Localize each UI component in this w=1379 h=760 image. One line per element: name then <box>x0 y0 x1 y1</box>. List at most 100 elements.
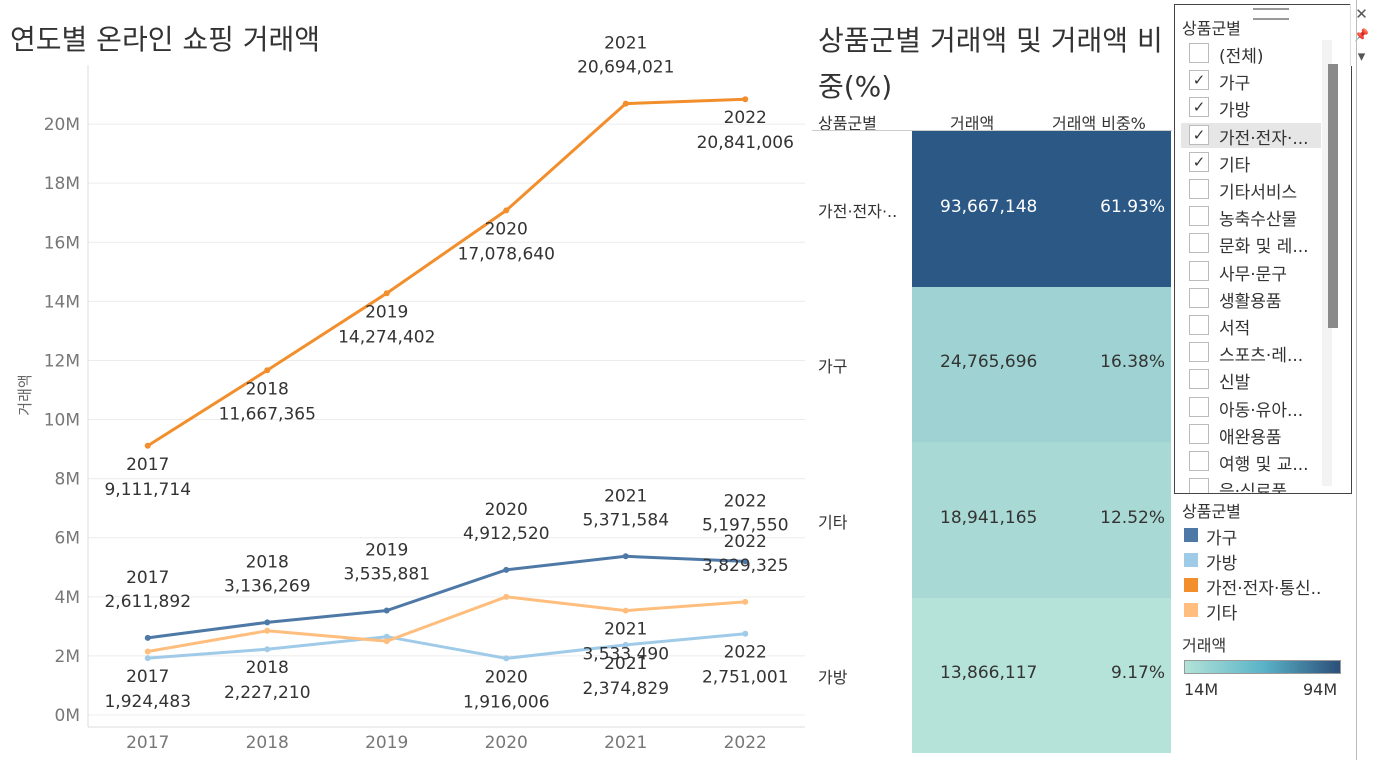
data-point[interactable] <box>144 655 151 662</box>
legend-label: 가구 <box>1206 529 1238 549</box>
checkbox[interactable] <box>1189 206 1209 227</box>
data-point[interactable] <box>503 655 510 662</box>
checkbox[interactable]: ✓ <box>1189 97 1209 118</box>
filter-item[interactable]: (전체) <box>1181 41 1321 67</box>
filter-item[interactable]: ✓ 기타 <box>1181 150 1321 176</box>
filter-drag-handle[interactable] <box>1253 8 1289 20</box>
filter-item[interactable]: 신발 <box>1181 367 1321 393</box>
data-point[interactable] <box>742 558 749 565</box>
data-point[interactable] <box>383 633 390 640</box>
data-label-value: 3,136,269 <box>224 576 311 596</box>
dropdown-menu-icon[interactable]: ▾ <box>1357 47 1366 65</box>
heatmap-cell[interactable]: 18,941,165 12.52% <box>912 442 1171 598</box>
checkbox[interactable] <box>1189 423 1209 444</box>
col-header-amount[interactable]: 거래액 <box>950 114 995 133</box>
row-label[interactable]: 기타 <box>818 512 848 532</box>
data-point[interactable] <box>742 96 749 103</box>
data-label-value: 4,912,520 <box>463 524 550 544</box>
checkbox[interactable] <box>1189 478 1209 493</box>
data-point[interactable] <box>742 630 749 637</box>
data-point[interactable] <box>622 553 629 560</box>
checkbox[interactable] <box>1189 315 1209 335</box>
line-chart: 0M 2M 4M 6M 8M 10M 12M 14M 16M 18M 20M 거래액 2017 2018 2… <box>16 34 805 753</box>
row-label[interactable]: 가전·전자·.. <box>818 201 898 221</box>
data-label-value: 11,667,365 <box>219 404 316 424</box>
data-point[interactable] <box>622 607 629 614</box>
data-point[interactable] <box>503 207 510 214</box>
filter-scrollbar-thumb[interactable] <box>1328 64 1338 328</box>
data-point[interactable] <box>503 593 510 600</box>
filter-item[interactable]: 아동·유아... <box>1181 395 1321 421</box>
data-point[interactable] <box>264 627 271 634</box>
data-point[interactable] <box>383 290 390 297</box>
filter-item[interactable]: ✓ 가방 <box>1181 95 1321 121</box>
pin-icon[interactable]: 📌 <box>1354 28 1369 42</box>
data-label-value: 3,829,325 <box>702 556 789 576</box>
row-label[interactable]: 가방 <box>818 668 848 688</box>
checkbox[interactable]: ✓ <box>1189 70 1209 91</box>
data-point[interactable] <box>622 100 629 107</box>
row-label[interactable]: 가구 <box>818 357 848 377</box>
col-header-category[interactable]: 상품군별 <box>818 114 877 133</box>
filter-item[interactable]: ✓ 가구 <box>1181 68 1321 94</box>
filter-scrollbar-track[interactable] <box>1322 40 1332 486</box>
x-tick-label: 2017 <box>126 733 169 753</box>
checkbox[interactable]: ✓ <box>1189 151 1209 172</box>
heatmap-cell[interactable]: 93,667,148 61.93% <box>912 131 1171 287</box>
checkbox[interactable] <box>1189 179 1209 199</box>
table-title: 상품군별 거래액 및 거래액 비중(%) <box>818 24 1163 103</box>
filter-item[interactable]: 농축수산물 <box>1181 204 1321 230</box>
gradient-legend-title: 거래액 <box>1182 636 1227 655</box>
panel-divider <box>1356 0 1357 760</box>
checkbox[interactable] <box>1189 451 1209 471</box>
filter-item[interactable]: 스포츠·레... <box>1181 340 1321 367</box>
filter-item[interactable]: 애완용품 <box>1181 422 1321 448</box>
y-tick-label: 8M <box>55 470 80 490</box>
checkbox[interactable] <box>1189 260 1209 281</box>
filter-title: 상품군별 <box>1182 19 1241 38</box>
series-line[interactable] <box>147 554 746 640</box>
filter-item[interactable]: 사무·문구 <box>1181 259 1321 285</box>
filter-item[interactable]: ✓ 가전·전자·... <box>1181 122 1321 149</box>
data-point[interactable] <box>503 566 510 573</box>
data-point[interactable] <box>144 648 151 655</box>
legend-label: 가방 <box>1206 554 1238 574</box>
series-line[interactable] <box>147 632 746 660</box>
data-label-value: 9,111,714 <box>104 480 191 500</box>
checkbox[interactable] <box>1189 287 1209 308</box>
series-line[interactable] <box>147 595 746 653</box>
heatmap-cell[interactable]: 13,866,117 9.17% <box>912 597 1171 753</box>
close-icon[interactable]: ✕ <box>1355 5 1368 23</box>
col-header-share[interactable]: 거래액 비중% <box>1052 114 1146 133</box>
filter-item[interactable]: 문화 및 레... <box>1181 231 1321 257</box>
checkbox[interactable] <box>1189 396 1209 417</box>
filter-item[interactable]: 생활용품 <box>1181 286 1321 312</box>
filter-item[interactable]: 여행 및 교... <box>1181 449 1321 475</box>
data-label-value: 3,535,881 <box>343 565 430 585</box>
data-point[interactable] <box>144 634 151 641</box>
filter-item[interactable]: 음·식료품 <box>1181 476 1321 493</box>
data-point[interactable] <box>622 641 629 648</box>
filter-item[interactable]: 기타서비스 <box>1181 177 1321 203</box>
data-point[interactable] <box>383 607 390 614</box>
series-line[interactable] <box>146 97 746 448</box>
table-header-divider <box>812 130 1172 131</box>
data-point[interactable] <box>264 619 271 626</box>
checkbox[interactable] <box>1189 369 1209 390</box>
checkbox[interactable]: ✓ <box>1189 124 1209 145</box>
data-point[interactable] <box>264 367 271 374</box>
y-tick-label: 0M <box>55 706 80 726</box>
filter-item-label: 스포츠·레... <box>1219 346 1304 367</box>
data-label-year: 2022 <box>724 491 767 511</box>
legend-swatch <box>1184 578 1198 592</box>
checkbox[interactable] <box>1189 233 1209 254</box>
checkbox[interactable] <box>1189 43 1209 63</box>
filter-item[interactable]: 서적 <box>1181 313 1321 339</box>
heatmap-cell[interactable]: 24,765,696 16.38% <box>912 286 1171 442</box>
legend-swatch <box>1184 603 1198 617</box>
data-point[interactable] <box>264 646 271 653</box>
data-point[interactable] <box>383 638 390 645</box>
checkbox[interactable] <box>1189 342 1209 363</box>
data-point[interactable] <box>144 442 151 449</box>
data-point[interactable] <box>742 598 749 605</box>
